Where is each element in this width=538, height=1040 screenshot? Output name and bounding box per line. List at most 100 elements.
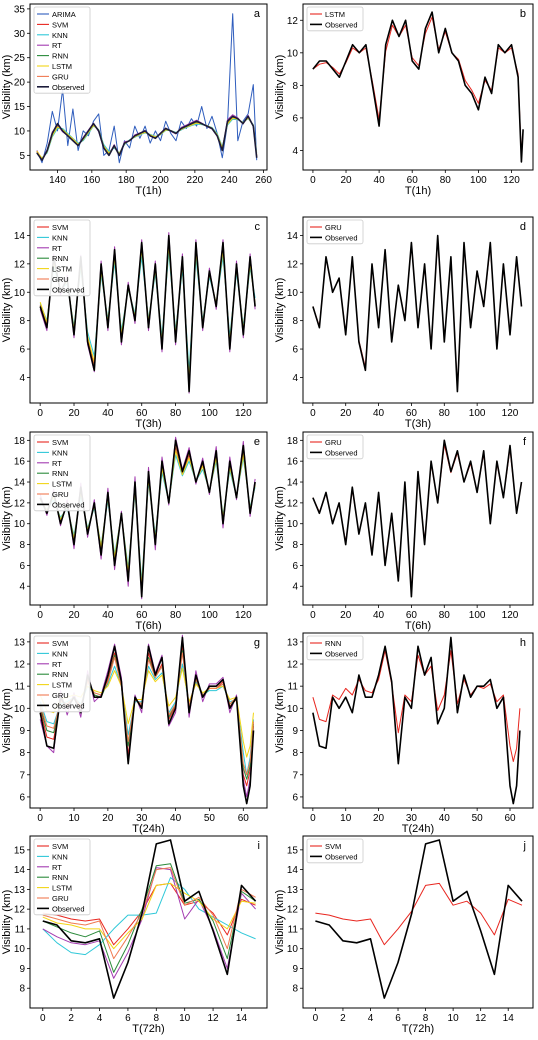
x-tick-label: 120: [235, 408, 252, 419]
x-tick-label: 100: [201, 610, 218, 621]
x-tick-label: 40: [373, 408, 385, 419]
y-tick-label: 8: [19, 540, 25, 551]
x-tick-label: 10: [68, 813, 80, 824]
y-tick-label: 18: [287, 436, 299, 447]
y-tick-label: 15: [14, 102, 26, 113]
y-tick-label: 10: [287, 288, 299, 299]
y-tick-label: 10: [14, 288, 26, 299]
x-tick-label: 30: [406, 813, 418, 824]
x-tick-label: 120: [235, 610, 252, 621]
y-axis-label: Visibility (km): [1, 278, 13, 343]
y-tick-label: 10: [14, 126, 26, 137]
legend-label: SVM: [52, 639, 68, 648]
x-tick-label: 100: [469, 610, 486, 621]
y-axis-label: Visibility (km): [274, 55, 286, 120]
x-tick-label: 120: [503, 175, 520, 186]
y-tick-label: 13: [14, 637, 26, 648]
y-tick-label: 15: [14, 845, 26, 856]
panel-i: 0 2 4 6 8 10 12 14 8 9 10 11 12 13 14 15 T(72h) Visibilit…: [1, 835, 268, 1035]
legend-label: LSTM: [52, 265, 72, 274]
y-tick-label: 15: [287, 845, 299, 856]
y-tick-label: 14: [14, 478, 26, 489]
y-tick-label: 12: [287, 660, 299, 671]
y-tick-label: 12: [14, 498, 26, 509]
y-tick-label: 8: [292, 540, 298, 551]
legend-label: RNN: [52, 254, 68, 263]
y-tick-label: 12: [287, 905, 299, 916]
series-group: [36, 13, 258, 164]
y-axis-label: Visibility (km): [274, 278, 286, 343]
y-tick-label: 12: [287, 259, 299, 270]
y-tick-label: 11: [15, 924, 26, 935]
x-tick-label: 50: [204, 813, 216, 824]
x-tick-label: 0: [310, 408, 316, 419]
x-tick-label: 30: [136, 813, 148, 824]
y-tick-label: 9: [292, 964, 298, 975]
y-tick-label: 18: [14, 436, 26, 447]
legend-label: RT: [52, 244, 62, 253]
legend-label: RNN: [52, 873, 68, 882]
x-tick-label: 0: [310, 813, 316, 824]
series-line-lstm: [42, 882, 256, 950]
panel-e: 0 20 40 60 80 100 120 4 6 8 10 12 14 16 18 T(6h) Visibil…: [1, 431, 268, 632]
plot-frame: [29, 632, 268, 809]
y-tick-label: 14: [14, 231, 26, 242]
panel-b: 0 20 40 60 80 100 120 4 6 8 10 12 T(1h) Visibility (k…: [274, 3, 534, 197]
x-axis-label: T(1h): [405, 185, 431, 197]
plot-frame: [302, 835, 534, 1009]
x-tick-label: 0: [37, 813, 43, 824]
y-tick-label: 8: [292, 984, 298, 995]
x-tick-label: 40: [374, 175, 386, 186]
legend-label: GRU: [52, 72, 69, 81]
legend-label: GRU: [52, 894, 69, 903]
x-axis-label: T(24h): [402, 823, 434, 835]
series-line-observed: [312, 234, 523, 393]
panel-f: 0 20 40 60 80 100 120 4 6 8 10 12 14 16 18 T(6h) Visibil…: [274, 431, 534, 632]
legend-box: [33, 434, 91, 512]
series-line-lstm: [312, 16, 524, 158]
series-group: [39, 436, 256, 600]
x-tick-label: 160: [83, 175, 100, 186]
y-tick-label: 12: [14, 259, 26, 270]
panel-letter: j: [523, 840, 526, 852]
plot-frame: [29, 431, 268, 606]
series-line-observed: [315, 839, 523, 999]
x-tick-label: 40: [373, 610, 385, 621]
x-tick-label: 8: [154, 1013, 160, 1024]
panel-a: 140 160 180 200 220 240 260 5 10 15 20 25 30 35 T(1h) V…: [1, 3, 272, 197]
y-tick-label: 4: [19, 582, 25, 593]
legend-label: KNN: [52, 31, 68, 40]
x-tick-label: 80: [439, 408, 451, 419]
x-tick-label: 0: [310, 610, 316, 621]
x-tick-label: 0: [310, 175, 316, 186]
series-line-rnn: [42, 863, 256, 973]
y-tick-label: 30: [14, 29, 26, 40]
x-tick-label: 240: [221, 175, 238, 186]
series-line-rt: [42, 867, 256, 979]
legend-label: LSTM: [325, 10, 345, 19]
panel-letter: b: [520, 8, 526, 20]
x-tick-label: 4: [97, 1013, 103, 1024]
series-line-observed: [39, 439, 256, 598]
legend-label: GRU: [52, 490, 69, 499]
y-tick-label: 4: [292, 373, 298, 384]
x-tick-label: 100: [470, 175, 487, 186]
legend-label: GRU: [325, 223, 342, 232]
y-tick-label: 14: [287, 231, 299, 242]
x-tick-label: 80: [439, 610, 451, 621]
y-axis-label: Visibility (km): [1, 688, 13, 753]
panel-letter: a: [254, 8, 261, 20]
plot-frame: [29, 835, 268, 1009]
x-tick-label: 2: [340, 1013, 346, 1024]
legend-label: RNN: [52, 469, 68, 478]
y-axis-label: Visibility (km): [274, 688, 286, 753]
y-tick-label: 10: [287, 704, 299, 715]
x-axis-label: T(3h): [135, 418, 161, 430]
x-tick-label: 40: [102, 610, 114, 621]
y-tick-label: 20: [14, 78, 26, 89]
x-tick-label: 10: [448, 1013, 460, 1024]
series-line-observed: [36, 115, 258, 161]
plot-frame: [29, 216, 268, 404]
y-tick-label: 11: [288, 682, 299, 693]
y-tick-label: 7: [292, 770, 298, 781]
